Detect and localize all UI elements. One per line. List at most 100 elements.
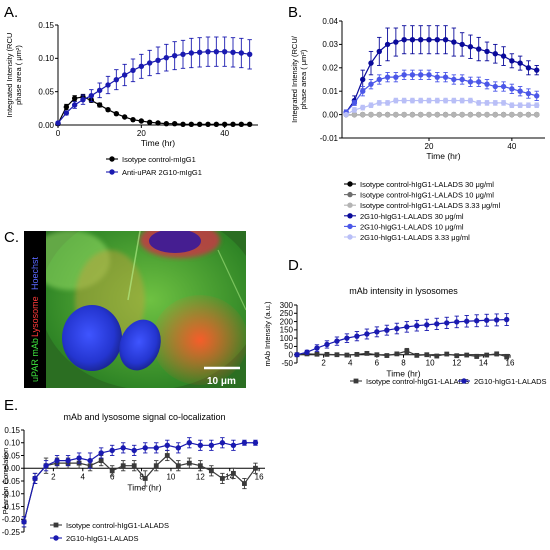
chart-e-data-point bbox=[131, 447, 137, 454]
chart-b-data-point bbox=[517, 102, 523, 108]
chart-a-legend-marker bbox=[109, 156, 115, 162]
chart-d-x-tick-label: 10 bbox=[426, 359, 435, 368]
chart-b-data-point bbox=[384, 74, 391, 80]
chart-b-x-label: Time (hr) bbox=[426, 151, 460, 161]
chart-b-series-line bbox=[345, 99, 537, 116]
chart-a-series-line bbox=[57, 51, 250, 124]
chart-a-data-point bbox=[205, 121, 211, 128]
chart-a-data-point bbox=[163, 120, 170, 127]
chart-d-series-line bbox=[296, 318, 507, 356]
chart-b-data-point bbox=[442, 37, 449, 43]
nucleus-right bbox=[119, 319, 161, 371]
chart-a-data-point bbox=[113, 110, 120, 117]
chart-e-legend-label: 2G10-hIgG1-LALADS bbox=[66, 534, 139, 543]
chart-a-data-point bbox=[188, 50, 195, 56]
chart-a-data-point bbox=[180, 51, 186, 58]
chart-b-data-point bbox=[368, 60, 374, 66]
chart-b-data-point bbox=[476, 79, 482, 85]
chart-a-data-point bbox=[205, 48, 211, 55]
chart-e-data-point bbox=[252, 440, 259, 446]
chart-b-data-point bbox=[409, 37, 416, 43]
chart-e-x-tick-label: 12 bbox=[196, 472, 205, 481]
chart-b-data-point bbox=[351, 100, 358, 106]
chart-e-y-tick-label: -0.05 bbox=[2, 477, 21, 486]
chart-e-data-point bbox=[164, 453, 170, 458]
chart-d-x-tick-label: 16 bbox=[506, 359, 515, 368]
chart-b-x-tick-label: 20 bbox=[425, 142, 434, 151]
chart-d-data-point bbox=[474, 318, 480, 324]
chart-a-y-tick-label: 0.15 bbox=[38, 21, 54, 30]
chart-d-data-point bbox=[324, 351, 330, 357]
chart-b-data-point bbox=[509, 102, 515, 108]
chart-b-data-point bbox=[393, 74, 399, 80]
chart-b-data-point bbox=[384, 111, 391, 118]
micro-label-hoechst: Hoechst bbox=[30, 256, 40, 290]
chart-a-data-point bbox=[196, 121, 203, 128]
chart-a-data-point bbox=[196, 49, 203, 56]
chart-e-y-tick-label: 0.10 bbox=[4, 439, 20, 448]
chart-a-data-point bbox=[188, 121, 195, 128]
chart-d-y-tick-label: 300 bbox=[280, 301, 294, 310]
chart-b-data-point bbox=[442, 97, 449, 104]
chart-a-data-point bbox=[146, 60, 153, 66]
scale-bar-label: 10 μm bbox=[207, 376, 236, 387]
chart-b-legend-label: 2G10-hIgG1-LALADS 10 μg/ml bbox=[360, 222, 464, 231]
chart-e-y-tick-label: 0.05 bbox=[4, 451, 20, 460]
chart-e-data-point bbox=[87, 457, 93, 464]
chart-a-data-point bbox=[230, 49, 236, 56]
chart-e-data-point bbox=[230, 442, 237, 448]
chart-e-data-point bbox=[153, 445, 159, 451]
chart-b-legend-marker bbox=[347, 191, 353, 198]
panel-letter-e: E. bbox=[4, 397, 18, 414]
chart-d-data-point bbox=[364, 350, 370, 356]
chart-d-data-point bbox=[494, 351, 500, 357]
chart-e-data-point bbox=[65, 457, 71, 464]
chart-d-legend-label: 2G10-hIgG1-LALADS bbox=[474, 377, 547, 386]
chart-b-data-point bbox=[409, 111, 416, 118]
chart-d-series-2g10-higg1-lalads bbox=[294, 313, 510, 358]
chart-d-data-point bbox=[334, 352, 340, 358]
chart-b-data-point bbox=[509, 86, 515, 92]
chart-panel-b: -0.01 0.00 0.01 0.02 0.03 0.04 20 40 Time (hr) In… bbox=[290, 17, 545, 242]
chart-d-data-point bbox=[484, 352, 490, 358]
micro-label-strip bbox=[24, 231, 46, 388]
chart-b-data-point bbox=[426, 97, 432, 104]
chart-a-series-anti-upar-2g10-migg1 bbox=[55, 36, 253, 126]
chart-b-data-point bbox=[467, 97, 474, 104]
chart-e-x-tick-label: 10 bbox=[166, 472, 175, 481]
chart-a-data-point bbox=[63, 104, 70, 110]
chart-d-data-point bbox=[404, 348, 410, 354]
panel-letter-d: D. bbox=[288, 257, 303, 274]
chart-b-data-point bbox=[368, 81, 374, 87]
chart-e-data-point bbox=[164, 442, 170, 448]
chart-b-data-point bbox=[467, 79, 474, 85]
chart-e-data-point bbox=[21, 519, 27, 525]
chart-b-data-point bbox=[368, 102, 374, 108]
chart-d-data-point bbox=[484, 317, 490, 323]
chart-a-x-tick-label: 40 bbox=[220, 129, 229, 138]
chart-a-data-point bbox=[130, 116, 136, 123]
chart-a-y-label: phase area ( μm²) bbox=[14, 45, 23, 105]
chart-a-y-tick-label: 0.05 bbox=[38, 87, 54, 96]
chart-e-data-point bbox=[186, 440, 193, 446]
chart-b-data-point bbox=[492, 111, 498, 118]
chart-d-data-point bbox=[354, 351, 360, 357]
chart-a-y-tick-label: 0.00 bbox=[38, 121, 54, 130]
chart-d-data-point bbox=[434, 353, 440, 359]
chart-a-data-point bbox=[230, 121, 236, 128]
chart-a-series-line bbox=[57, 96, 250, 125]
chart-b-data-point bbox=[492, 83, 498, 90]
chart-b-data-point bbox=[360, 104, 366, 111]
chart-b-y-tick-label: 0.04 bbox=[322, 17, 338, 26]
chart-b-data-point bbox=[434, 111, 440, 118]
chart-b-data-point bbox=[467, 111, 474, 118]
chart-b-data-point bbox=[500, 53, 507, 59]
chart-d-data-point bbox=[424, 322, 430, 328]
chart-d-data-point bbox=[414, 323, 420, 329]
chart-d-data-point bbox=[404, 324, 410, 330]
chart-d-data-point bbox=[503, 316, 510, 323]
chart-d-data-point bbox=[474, 353, 480, 359]
chart-d-data-point bbox=[344, 335, 350, 341]
chart-d-data-point bbox=[464, 318, 470, 324]
